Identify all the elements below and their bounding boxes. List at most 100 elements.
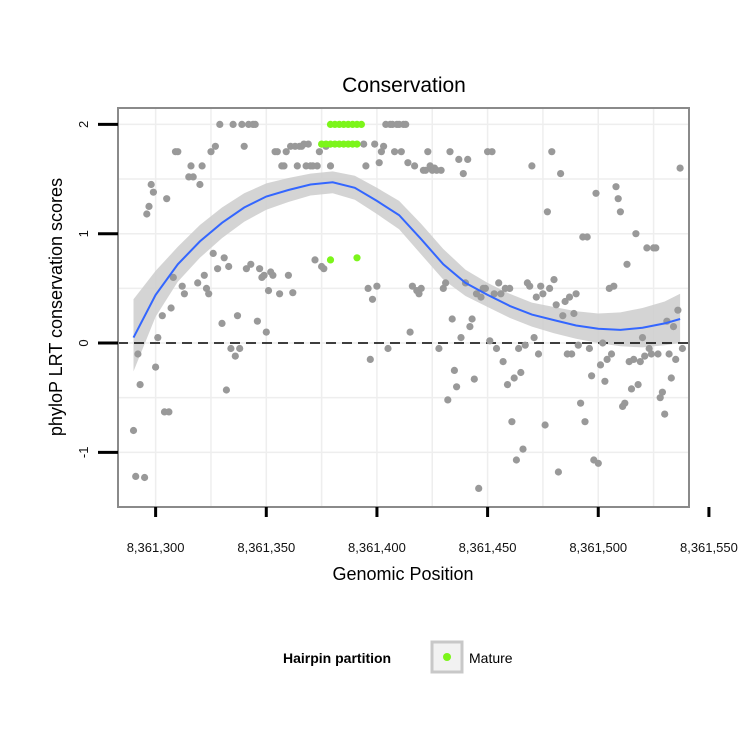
point-other (391, 148, 399, 156)
point-other (661, 410, 669, 418)
point-mature (353, 140, 361, 148)
y-tick-label: 2 (76, 121, 91, 128)
point-other (202, 284, 211, 292)
legend-title: Hairpin partition (283, 650, 391, 666)
point-mature (357, 120, 365, 128)
point-other (167, 304, 175, 312)
point-other (174, 148, 182, 156)
y-axis-title: phyloP LRT conservation scores (46, 178, 66, 436)
point-other (548, 148, 556, 156)
point-other (614, 195, 622, 203)
point-other (546, 284, 554, 292)
point-other (674, 306, 682, 314)
point-other (194, 279, 202, 287)
point-other (229, 120, 237, 128)
point-other (145, 202, 153, 210)
point-other (218, 319, 226, 327)
point-other (377, 148, 385, 156)
point-other (554, 468, 563, 476)
point-other (375, 159, 383, 167)
point-other (214, 265, 222, 273)
point-other (293, 162, 301, 170)
point-other (565, 293, 574, 301)
point-other (539, 290, 547, 298)
point-other (526, 282, 534, 290)
point-other (143, 210, 151, 218)
point-other (368, 295, 377, 303)
point-other (163, 195, 171, 203)
point-other (169, 273, 177, 281)
point-other (581, 418, 589, 426)
point-other (596, 361, 605, 369)
point-other (262, 328, 270, 336)
y-tick-label: -1 (76, 447, 91, 459)
point-other (141, 473, 149, 482)
point-other (623, 260, 631, 268)
point-other (543, 208, 552, 216)
point-other (134, 350, 142, 358)
point-other (572, 290, 580, 298)
point-other (411, 162, 419, 170)
point-other (499, 358, 507, 366)
point-other (468, 315, 476, 323)
point-other (630, 355, 638, 363)
point-other (583, 233, 591, 241)
point-other (437, 166, 445, 174)
point-other (610, 282, 618, 290)
point-other (209, 249, 217, 257)
x-axis-title: Genomic Position (332, 564, 473, 584)
point-other (260, 271, 268, 279)
point-other (222, 386, 230, 394)
point-other (364, 284, 372, 292)
point-other (459, 170, 467, 178)
point-other (466, 323, 474, 331)
point-other (652, 244, 660, 252)
point-other (417, 284, 425, 292)
point-other (450, 366, 458, 374)
point-other (643, 244, 651, 252)
point-other (490, 290, 498, 298)
point-other (402, 120, 410, 128)
point-other (550, 276, 558, 284)
point-other (371, 140, 379, 148)
point-other (665, 350, 673, 358)
point-other (238, 120, 246, 128)
point-other (165, 408, 173, 416)
point-other (530, 334, 538, 342)
point-other (634, 381, 642, 389)
point-other (220, 254, 228, 262)
legend-dot-mature (443, 653, 451, 661)
point-other (178, 282, 186, 290)
point-other (397, 148, 405, 156)
point-other (280, 162, 288, 170)
point-other (627, 385, 636, 393)
point-other (289, 289, 297, 297)
point-other (320, 265, 328, 273)
panel-border (117, 107, 690, 508)
point-other (638, 334, 647, 342)
point-other (276, 290, 284, 298)
point-other (256, 265, 264, 273)
point-other (200, 271, 208, 279)
point-other (492, 344, 501, 353)
point-other (147, 180, 155, 189)
point-other (152, 363, 160, 371)
y-tick-label: 0 (76, 339, 91, 346)
x-tick-label: 8,361,350 (237, 540, 295, 555)
point-other (311, 256, 319, 264)
point-other (464, 155, 472, 163)
panel-background (118, 108, 689, 507)
point-other (568, 350, 576, 358)
point-other (415, 290, 423, 298)
point-other (592, 189, 600, 197)
point-other (537, 282, 545, 290)
point-other (439, 284, 447, 292)
point-other (506, 284, 514, 292)
point-other (647, 350, 656, 358)
point-other (207, 148, 215, 156)
point-other (380, 142, 388, 150)
point-other (313, 162, 321, 170)
point-other (632, 230, 640, 238)
point-other (264, 287, 273, 295)
